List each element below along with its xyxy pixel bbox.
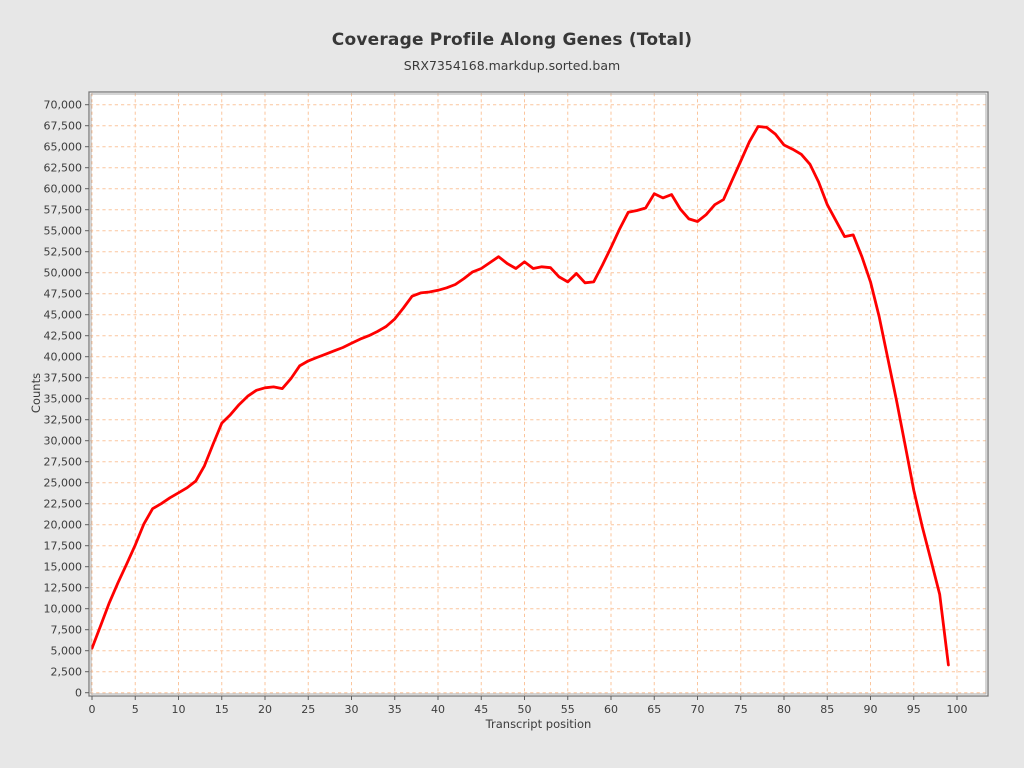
x-tick-label: 65 — [647, 703, 661, 716]
y-tick-label: 52,500 — [44, 246, 83, 259]
chart-subtitle: SRX7354168.markdup.sorted.bam — [403, 58, 621, 73]
x-tick-label: 15 — [215, 703, 229, 716]
x-tick-label: 35 — [388, 703, 402, 716]
y-tick-label: 62,500 — [44, 162, 83, 175]
y-tick-label: 30,000 — [44, 435, 83, 448]
y-tick-label: 22,500 — [44, 498, 83, 511]
chart-title: Coverage Profile Along Genes (Total) — [331, 30, 693, 50]
y-tick-label: 67,500 — [44, 120, 83, 133]
plot-frame — [88, 91, 989, 697]
x-tick-label: 85 — [820, 703, 834, 716]
y-tick-label: 27,500 — [44, 456, 83, 469]
x-tick-label: 30 — [345, 703, 359, 716]
y-tick-label: 42,500 — [44, 330, 83, 343]
y-tick-label: 2,500 — [51, 666, 83, 679]
plot-area — [89, 92, 988, 696]
y-tick-label: 25,000 — [44, 477, 83, 490]
y-tick-label: 60,000 — [44, 183, 83, 196]
x-tick-label: 75 — [734, 703, 748, 716]
y-tick-label: 47,500 — [44, 288, 83, 301]
y-tick-label: 45,000 — [44, 309, 83, 322]
x-tick-label: 10 — [172, 703, 186, 716]
x-tick-label: 50 — [518, 703, 532, 716]
y-tick-label: 35,000 — [44, 393, 83, 406]
y-tick-label: 7,500 — [51, 624, 83, 637]
y-tick-label: 32,500 — [44, 414, 83, 427]
coverage-series-line — [90, 125, 950, 667]
x-tick-label: 25 — [301, 703, 315, 716]
x-tick-label: 70 — [691, 703, 705, 716]
x-tick-label: 20 — [258, 703, 272, 716]
x-tick-label: 55 — [561, 703, 575, 716]
y-tick-label: 0 — [75, 687, 82, 700]
x-tick-label: 95 — [907, 703, 921, 716]
y-tick-label: 57,500 — [44, 204, 83, 217]
x-tick-label: 5 — [132, 703, 139, 716]
y-tick-label: 70,000 — [44, 99, 83, 112]
tick-labels: 0 2,500 5,000 7,500 10,000 12,500 15,000 17,500… — [44, 99, 968, 716]
y-tick-label: 12,500 — [44, 582, 83, 595]
y-tick-label: 40,000 — [44, 351, 83, 364]
x-axis-title: Transcript position — [485, 717, 592, 731]
x-tick-label: 100 — [947, 703, 968, 716]
x-tick-label: 90 — [864, 703, 878, 716]
x-tick-label: 0 — [89, 703, 96, 716]
y-axis-title: Counts — [29, 372, 43, 414]
y-tick-label: 10,000 — [44, 603, 83, 616]
x-tick-label: 45 — [474, 703, 488, 716]
x-tick-label: 80 — [777, 703, 791, 716]
y-tick-label: 37,500 — [44, 372, 83, 385]
y-tick-label: 5,000 — [51, 645, 83, 658]
x-tick-label: 40 — [431, 703, 445, 716]
x-tick-label: 60 — [604, 703, 618, 716]
y-tick-label: 17,500 — [44, 540, 83, 553]
x-gridlines — [91, 93, 958, 695]
y-tick-label: 55,000 — [44, 225, 83, 238]
y-tick-label: 50,000 — [44, 267, 83, 280]
axis-ticks — [85, 104, 958, 700]
y-tick-label: 65,000 — [44, 141, 83, 154]
y-tick-label: 15,000 — [44, 561, 83, 574]
y-gridlines — [90, 104, 987, 694]
y-tick-label: 20,000 — [44, 519, 83, 532]
